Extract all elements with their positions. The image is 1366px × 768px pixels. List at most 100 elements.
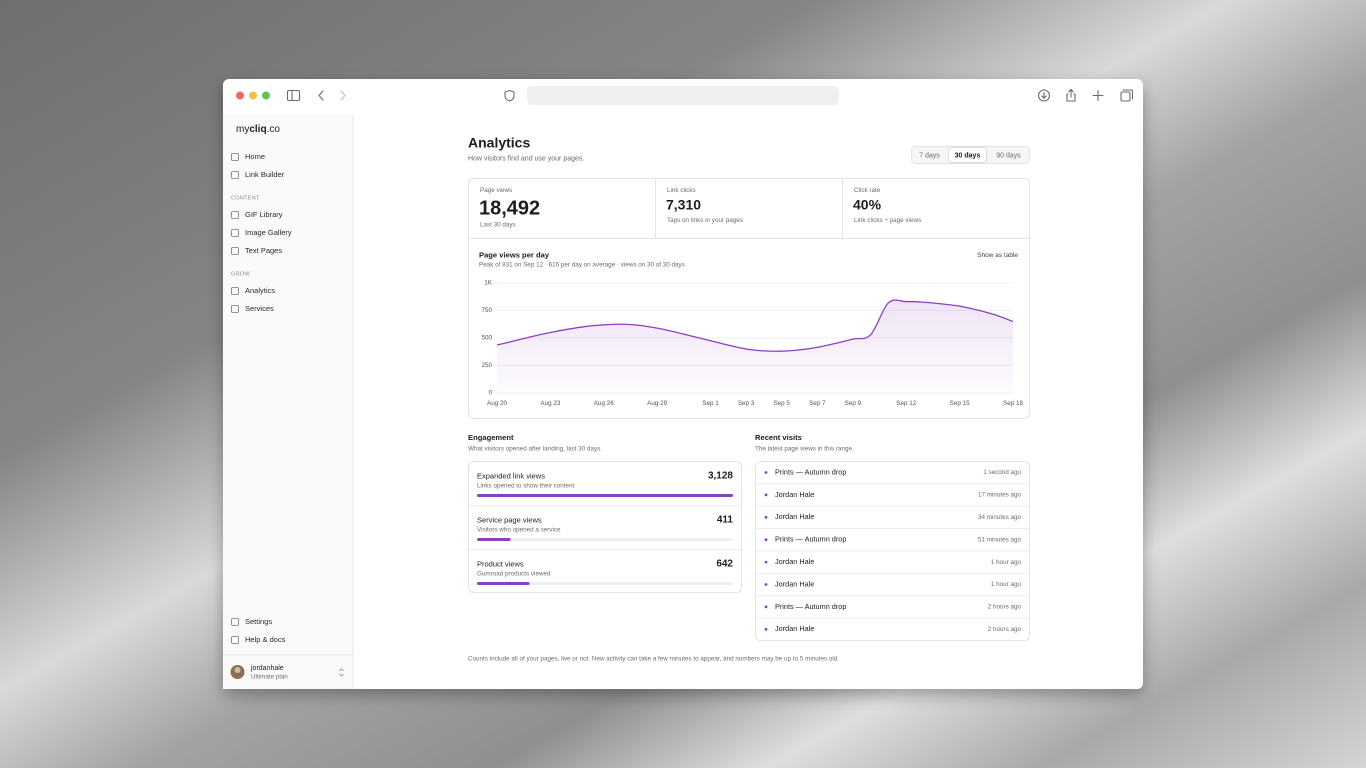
x-tick-label: Sep 1 bbox=[702, 400, 719, 407]
page-title: Analytics bbox=[468, 135, 530, 151]
visit-time: 1 hour ago bbox=[991, 559, 1022, 566]
bar bbox=[477, 494, 733, 497]
x-tick-label: Sep 9 bbox=[845, 400, 862, 407]
sidebar-toggle[interactable] bbox=[286, 89, 301, 102]
nav-icon bbox=[231, 171, 239, 179]
nav-item[interactable]: Help & docs bbox=[245, 635, 286, 644]
footnote: Counts include all of your pages, live o… bbox=[468, 656, 839, 663]
visit-dot bbox=[764, 538, 768, 542]
brand: mycliq.co bbox=[236, 124, 280, 135]
visit-time: 34 minutes ago bbox=[978, 514, 1022, 521]
stat-value: 18,492 bbox=[479, 197, 540, 219]
nav-icon bbox=[231, 211, 239, 219]
visit-dot bbox=[764, 515, 768, 519]
chart-action[interactable]: Show as table bbox=[977, 252, 1018, 259]
engagement-value: 642 bbox=[716, 559, 733, 570]
engagement-note: Visitors who opened a service bbox=[477, 527, 561, 534]
y-tick-label: 500 bbox=[481, 335, 492, 342]
sidebar-bg bbox=[223, 115, 353, 689]
stat-label: Page views bbox=[480, 187, 512, 194]
chart-title: Page views per day bbox=[479, 251, 550, 260]
nav-section-title: GROW bbox=[231, 271, 250, 277]
chart-subtitle: Peak of 831 on Sep 12 · 616 per day on a… bbox=[479, 262, 685, 269]
range-button[interactable]: 90 days bbox=[996, 152, 1021, 159]
x-tick-label: Aug 20 bbox=[487, 400, 507, 407]
nav-item[interactable]: GIF Library bbox=[245, 210, 283, 219]
bar-track bbox=[477, 538, 733, 541]
nav-icon bbox=[231, 153, 239, 161]
privacy-icon[interactable] bbox=[504, 89, 515, 102]
x-tick-label: Sep 18 bbox=[1003, 400, 1023, 407]
back-button[interactable] bbox=[318, 90, 324, 101]
stat-label: Link clicks bbox=[667, 187, 696, 194]
nav-item[interactable]: Analytics bbox=[245, 286, 275, 295]
tabs-button[interactable] bbox=[1120, 89, 1134, 102]
y-tick-label: 1K bbox=[484, 280, 493, 287]
nav-item[interactable]: Services bbox=[245, 304, 274, 313]
visit-dot bbox=[764, 627, 768, 631]
visit-dot bbox=[764, 583, 768, 586]
visit-dot bbox=[764, 560, 768, 564]
visit-time: 1 second ago bbox=[983, 469, 1021, 476]
visit-page[interactable]: Jordan Hale bbox=[775, 557, 814, 566]
visit-page[interactable]: Jordan Hale bbox=[775, 579, 814, 588]
nav-icon bbox=[231, 229, 239, 237]
visit-page[interactable]: Jordan Hale bbox=[775, 490, 814, 499]
visit-dot bbox=[764, 471, 768, 474]
nav-icon bbox=[231, 305, 239, 313]
visit-page[interactable]: Prints — Autumn drop bbox=[775, 467, 846, 476]
visit-page[interactable]: Jordan Hale bbox=[775, 624, 814, 633]
nav-item[interactable]: Text Pages bbox=[245, 246, 282, 255]
nav-icon bbox=[231, 618, 239, 626]
nav-item[interactable]: Home bbox=[245, 152, 265, 161]
visit-time: 17 minutes ago bbox=[978, 492, 1022, 499]
range-button-active bbox=[948, 147, 987, 163]
area-line bbox=[496, 299, 1014, 352]
nav-item[interactable]: Link Builder bbox=[245, 170, 285, 179]
user-plan: Ultimate plan bbox=[251, 674, 288, 681]
stat-value: 7,310 bbox=[666, 197, 701, 213]
engagement-value: 411 bbox=[717, 515, 734, 526]
x-tick-label: Sep 3 bbox=[738, 400, 755, 407]
visit-time: 2 hours ago bbox=[988, 626, 1022, 633]
visit-page[interactable]: Prints — Autumn drop bbox=[775, 602, 846, 611]
engagement-value: 3,128 bbox=[708, 471, 733, 482]
nav-icon bbox=[231, 247, 239, 255]
section-subtitle: What visitors opened after landing, last… bbox=[468, 446, 602, 453]
bar bbox=[477, 538, 511, 541]
engagement-note: Links opened to show their content bbox=[477, 483, 575, 490]
minimize-button[interactable] bbox=[249, 91, 257, 100]
visit-page[interactable]: Jordan Hale bbox=[775, 512, 814, 521]
visit-dot bbox=[764, 605, 768, 609]
nav-section-title: CONTENT bbox=[231, 195, 260, 201]
y-tick-label: 750 bbox=[481, 307, 492, 314]
close-button[interactable] bbox=[236, 91, 244, 100]
user-menu[interactable] bbox=[339, 668, 344, 677]
download-button[interactable] bbox=[1037, 89, 1051, 102]
visit-page[interactable]: Prints — Autumn drop bbox=[775, 535, 846, 544]
forward-button[interactable] bbox=[340, 90, 346, 101]
section-title: Recent visits bbox=[755, 433, 802, 442]
engagement-note: Gumroad products viewed bbox=[477, 571, 551, 578]
stat-label: Click rate bbox=[854, 187, 881, 194]
address-bar[interactable] bbox=[527, 86, 839, 105]
zoom-button[interactable] bbox=[262, 91, 270, 100]
stat-value: 40% bbox=[853, 197, 882, 213]
x-tick-label: Aug 26 bbox=[594, 400, 614, 407]
x-tick-label: Aug 23 bbox=[540, 400, 560, 407]
user-name: jordanhale bbox=[250, 665, 284, 672]
visit-time: 1 hour ago bbox=[991, 581, 1022, 588]
new-tab-button[interactable] bbox=[1092, 89, 1104, 102]
bar-track bbox=[477, 582, 733, 585]
range-button[interactable]: 30 days bbox=[955, 152, 981, 159]
nav-icon bbox=[231, 287, 239, 295]
share-button[interactable] bbox=[1066, 88, 1076, 102]
browser-window: mycliq.co Home Link Builder CONTENT GIF Libr… bbox=[223, 79, 1143, 689]
section-title: Engagement bbox=[468, 433, 514, 442]
stat-note: Link clicks ÷ page views bbox=[854, 217, 921, 224]
nav-item[interactable]: Settings bbox=[245, 617, 272, 626]
nav-item[interactable]: Image Gallery bbox=[245, 228, 292, 237]
range-button[interactable]: 7 days bbox=[919, 152, 940, 159]
x-tick-label: Aug 29 bbox=[647, 400, 667, 407]
